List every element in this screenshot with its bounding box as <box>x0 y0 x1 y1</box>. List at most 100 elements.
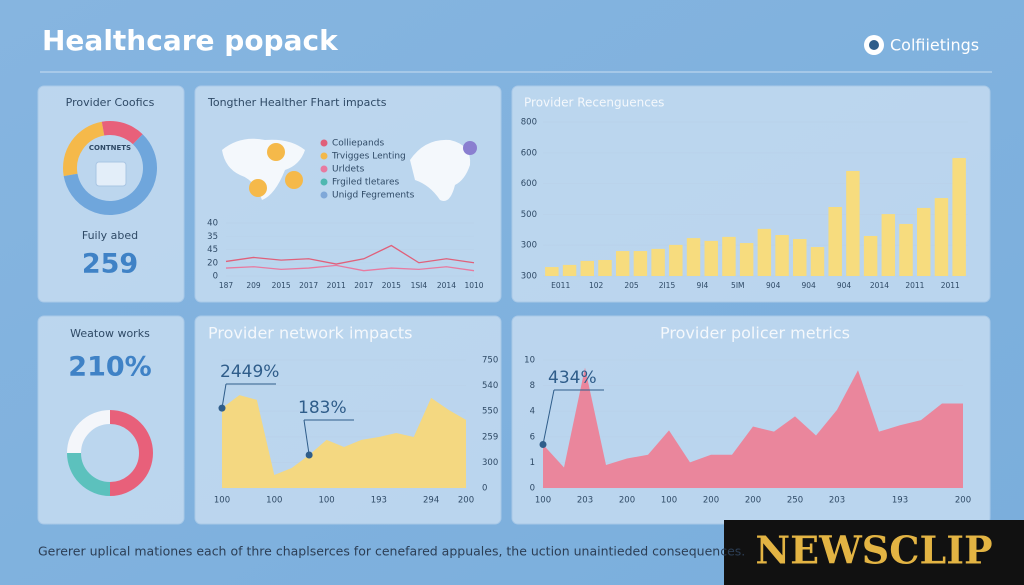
bar <box>562 264 577 276</box>
annotation-dot <box>218 404 226 412</box>
x-tick-label: 200 <box>955 496 971 506</box>
y-tick-label: 1 <box>530 458 535 468</box>
legend-swatch <box>320 178 328 186</box>
x-tick-label: 5IM <box>731 281 744 290</box>
card-title: Provider Coofics <box>66 96 155 109</box>
annotation: 434% <box>548 368 597 388</box>
stat-caption: Fuily abed <box>82 229 138 242</box>
donut-icon <box>95 161 127 187</box>
y-tick-label: 45 <box>207 245 218 255</box>
x-tick-label: 100 <box>214 496 230 506</box>
y-tick-label: 35 <box>207 232 218 242</box>
y-tick-label: 259 <box>482 432 498 442</box>
donut-segment <box>67 452 111 496</box>
y-tick-label: 500 <box>521 210 537 220</box>
card-title: Provider policer metrics <box>660 324 850 343</box>
y-tick-label: 800 <box>521 118 537 128</box>
x-tick-label: 200 <box>458 496 474 506</box>
bar <box>722 236 736 276</box>
legend-label: Colliepands <box>332 139 384 149</box>
x-tick-label: 2014 <box>870 281 889 290</box>
bar <box>881 214 896 276</box>
legend-label: Frgiled tletares <box>332 178 400 188</box>
x-tick-label: 102 <box>589 281 604 290</box>
y-tick-label: 0 <box>213 272 218 282</box>
donut-segment <box>101 121 143 145</box>
card-title: Weatow works <box>70 327 150 340</box>
x-tick-label: 200 <box>703 496 719 506</box>
bar <box>828 207 842 276</box>
y-tick-label: 300 <box>521 272 537 282</box>
legend-swatch <box>320 191 328 199</box>
y-tick-label: 0 <box>530 484 535 494</box>
bar <box>739 243 754 276</box>
y-tick-label: 300 <box>482 458 498 468</box>
y-tick-label: 750 <box>482 356 498 366</box>
page-title: Healthcare popack <box>42 24 339 57</box>
menu-label[interactable]: Colfiietings <box>890 36 979 55</box>
map-icon <box>463 141 477 155</box>
donut-segment <box>63 134 157 215</box>
annotation-dot <box>539 440 547 448</box>
area <box>222 395 466 488</box>
x-tick-label: 100 <box>661 496 677 506</box>
donut-segment <box>109 410 153 496</box>
bar <box>863 235 878 276</box>
x-tick-label: 2017 <box>299 281 318 290</box>
bar <box>793 239 807 276</box>
x-tick-label: 2017 <box>354 281 373 290</box>
x-tick-label: 193 <box>371 496 387 506</box>
card-title: Tongther Healther Fhart impacts <box>207 96 387 109</box>
bar <box>775 235 789 276</box>
bar <box>669 244 683 276</box>
y-tick-label: 0 <box>482 484 487 494</box>
legend-swatch <box>320 139 328 147</box>
x-tick-label: 203 <box>829 496 845 506</box>
y-tick-label: 600 <box>521 148 537 158</box>
x-tick-label: 2011 <box>941 281 960 290</box>
x-tick-label: 2014 <box>437 281 456 290</box>
x-tick-label: 200 <box>745 496 761 506</box>
legend-label: Unigd Fegrements <box>332 191 415 201</box>
y-tick-label: 600 <box>521 179 537 189</box>
x-tick-label: 100 <box>266 496 282 506</box>
x-tick-label: 100 <box>535 496 551 506</box>
x-tick-label: 2015 <box>382 281 401 290</box>
bar <box>686 238 701 276</box>
x-tick-label: 2011 <box>905 281 924 290</box>
bar <box>846 170 860 276</box>
legend-swatch <box>320 165 328 173</box>
annotation: 2449% <box>220 362 279 382</box>
y-tick-label: 8 <box>530 381 535 391</box>
line <box>225 264 475 272</box>
x-tick-label: 209 <box>246 281 261 290</box>
logo: NEWSCLIP <box>755 528 992 573</box>
card-title: Provider Recenguences <box>524 96 664 110</box>
logo-box <box>724 520 1024 585</box>
bar <box>952 158 966 276</box>
annotation-leader <box>221 383 227 409</box>
x-tick-label: 203 <box>577 496 593 506</box>
area <box>543 367 963 488</box>
x-tick-label: 2015 <box>272 281 291 290</box>
x-tick-label: 187 <box>219 281 234 290</box>
x-tick-label: 250 <box>787 496 803 506</box>
bar <box>580 260 594 276</box>
bar <box>704 240 718 276</box>
map-icon <box>267 143 285 161</box>
card-title: Provider network impacts <box>208 324 412 343</box>
y-tick-label: 20 <box>207 258 218 268</box>
y-tick-label: 40 <box>207 219 218 229</box>
bar <box>615 251 630 276</box>
map-icon <box>285 171 303 189</box>
legend-label: Urldets <box>332 165 365 175</box>
y-tick-label: 550 <box>482 407 498 417</box>
bar <box>934 198 949 276</box>
donut-center-label: CONTNETS <box>89 144 131 152</box>
annotation: 183% <box>298 398 347 418</box>
x-tick-label: 1010 <box>464 281 483 290</box>
annotation-leader <box>303 419 310 456</box>
stat-value: 210% <box>68 352 151 383</box>
y-tick-label: 6 <box>530 432 535 442</box>
